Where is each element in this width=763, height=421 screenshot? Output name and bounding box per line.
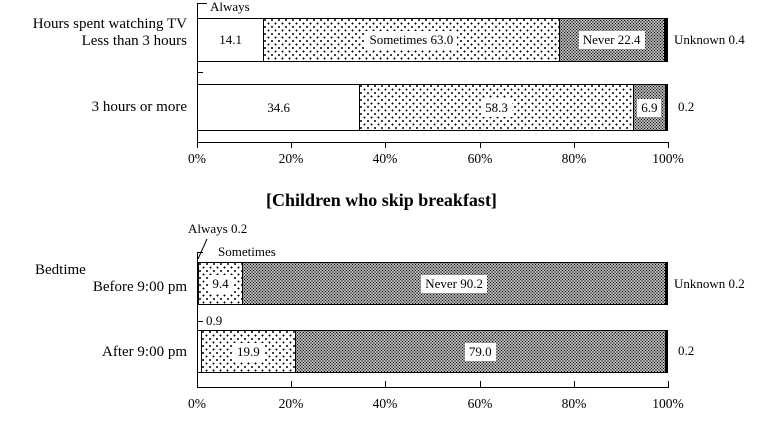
x-axis-tick: [197, 381, 198, 387]
stacked-bar-before-9pm: 9.4 Never 90.2: [197, 262, 668, 305]
segment-value-label: Sometimes 63.0: [365, 31, 458, 49]
x-axis-tick-label: 20%: [278, 151, 304, 166]
bar-segment-always: 34.6: [198, 85, 361, 130]
x-axis-tick: [291, 142, 292, 148]
category-divider-tick-tv: [197, 72, 203, 73]
x-axis-tick: [385, 142, 386, 148]
group-label-tv: Hours spent watching TV: [32, 16, 187, 32]
x-axis-tick: [480, 142, 481, 148]
x-axis-tick-label: 80%: [561, 151, 587, 166]
bar-segment-unknown: [666, 85, 667, 130]
segment-value-label: 58.3: [481, 98, 512, 117]
category-label-tv: Hours spent watching TV Less than 3 hour…: [33, 16, 187, 50]
x-axis-tick: [480, 381, 481, 387]
bar-segment-sometimes: 9.4: [199, 263, 244, 304]
bar-segment-sometimes: 19.9: [202, 331, 296, 372]
category-divider-tick-bedtime: [197, 321, 203, 322]
x-axis-tick-label: 60%: [467, 151, 493, 166]
segment-value-label: 19.9: [233, 342, 264, 361]
bar-segment-unknown: [666, 263, 667, 304]
bar-segment-never: Never 90.2: [243, 263, 667, 304]
stacked-bar-3-hours-or-more: 34.6 58.3 6.9: [197, 84, 668, 131]
outside-label-unknown-row1: Unknown 0.4: [674, 32, 745, 47]
outside-label-unknown-row3: Unknown 0.2: [674, 276, 745, 291]
category-3-hours-or-more: 3 hours or more: [91, 99, 187, 115]
category-before-9pm: Before 9:00 pm: [92, 279, 187, 295]
category-after-9pm: After 9:00 pm: [102, 344, 187, 360]
segment-value-label: 34.6: [263, 98, 294, 117]
segment-value-label: 14.1: [215, 31, 246, 49]
x-axis-tick: [291, 381, 292, 387]
segment-value-label: 9.4: [208, 274, 233, 293]
x-axis-baseline: [197, 142, 669, 143]
x-axis-tick-label: 0%: [188, 151, 206, 166]
x-axis-tick: [574, 381, 575, 387]
segment-value-label: 79.0: [464, 342, 496, 361]
group-label-bedtime: Bedtime: [35, 262, 86, 278]
top-tick-bedtime: [197, 252, 203, 253]
x-axis-tick: [668, 142, 669, 148]
y-axis-line-bedtime: [197, 252, 198, 388]
bar-segment-never: 6.9: [633, 85, 667, 130]
outside-label-unknown-row4: 0.2: [678, 343, 695, 358]
x-axis-tick: [574, 142, 575, 148]
figure-title: [Children who skip breakfast]: [266, 190, 497, 210]
x-axis-tick-label: 20%: [278, 396, 304, 411]
x-axis-tick: [197, 142, 198, 148]
bar-segment-unknown: [664, 19, 667, 61]
x-axis-baseline: [197, 387, 669, 388]
x-axis-tick-label: 80%: [561, 396, 587, 411]
x-axis-tick-label: 40%: [372, 151, 398, 166]
callout-sometimes-bedtime: Sometimes: [218, 244, 276, 259]
stacked-bar-after-9pm: 19.9 79.0: [197, 330, 668, 373]
x-axis-tick: [668, 381, 669, 387]
bar-segment-never: Never 22.4: [559, 19, 665, 61]
callout-tick-always-tv: [197, 3, 207, 4]
x-axis-tick-label: 0%: [188, 396, 206, 411]
category-less-than-3-hours: Less than 3 hours: [81, 33, 187, 49]
callout-always-tv: Always: [210, 0, 250, 14]
x-axis-tick-label: 100%: [652, 396, 684, 411]
bar-segment-never: 79.0: [295, 331, 667, 372]
segment-value-label: Never 22.4: [578, 31, 645, 49]
callout-always-after-9pm: 0.9: [206, 313, 223, 328]
bar-segment-always: [198, 331, 203, 372]
bar-segment-always: 14.1: [198, 19, 265, 61]
bar-segment-sometimes: 58.3: [360, 85, 634, 130]
bar-segment-always: [198, 263, 199, 304]
x-axis-tick: [385, 381, 386, 387]
x-axis-tick-label: 100%: [652, 151, 684, 166]
outside-label-unknown-row2: 0.2: [678, 99, 695, 114]
x-axis-tick-label: 40%: [372, 396, 398, 411]
callout-always-bedtime: Always 0.2: [188, 221, 248, 236]
segment-value-label: 6.9: [637, 98, 662, 117]
bar-segment-sometimes: Sometimes 63.0: [264, 19, 560, 61]
x-axis-tick-label: 60%: [467, 396, 493, 411]
stacked-bar-less-than-3-hours: 14.1 Sometimes 63.0 Never 22.4: [197, 18, 668, 62]
segment-value-label: Never 90.2: [421, 274, 487, 293]
bar-segment-unknown: [666, 331, 667, 372]
